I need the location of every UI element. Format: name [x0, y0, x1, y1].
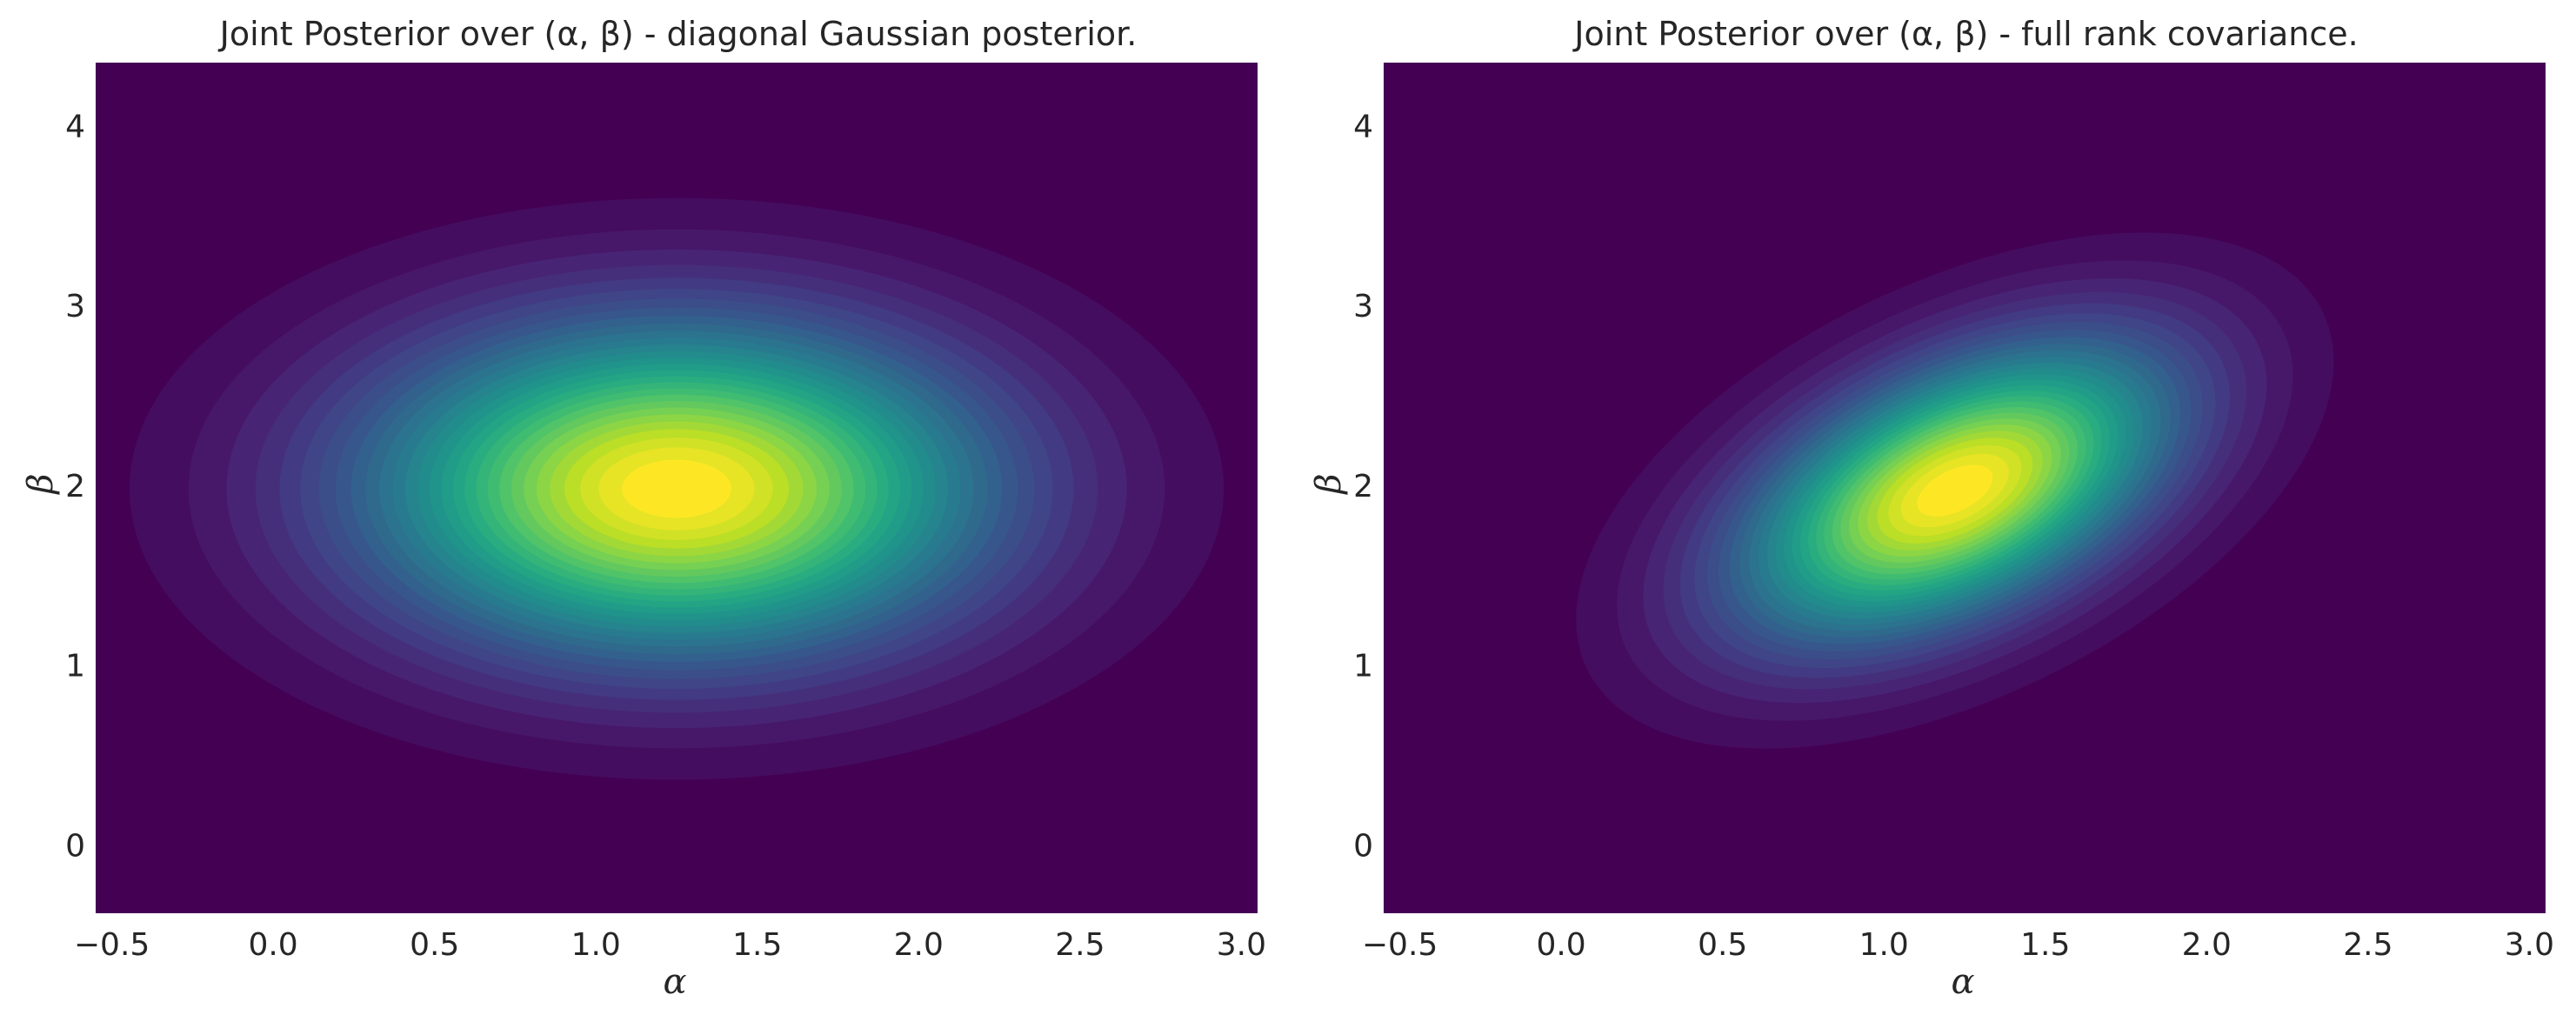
- x-tick-label: 2.0: [2182, 927, 2232, 963]
- x-tick-label: 1.5: [732, 927, 782, 963]
- chart-right-x-ticks: −0.5 0.0 0.5 1.0 1.5 2.0 2.5 3.0: [1362, 927, 2554, 963]
- y-tick-label: 3: [1353, 289, 1373, 324]
- x-tick-label: 2.0: [894, 927, 944, 963]
- x-tick-label: 1.0: [1859, 927, 1909, 963]
- x-tick-label: 2.5: [1055, 927, 1104, 963]
- x-tick-label: 3.0: [1217, 927, 1266, 963]
- x-tick-label: 0.5: [410, 927, 459, 963]
- chart-right: Joint Posterior over (α, β) - full rank …: [1288, 0, 2576, 1015]
- y-tick-label: 3: [65, 289, 85, 324]
- x-tick-label: −0.5: [74, 927, 150, 963]
- chart-left: Joint Posterior over (α, β) - diagonal G…: [21, 15, 1266, 1002]
- chart-right-svg: Joint Posterior over (α, β) - full rank …: [1309, 15, 2554, 1002]
- x-tick-label: 0.0: [248, 927, 297, 963]
- chart-left-plot-area: [96, 63, 1258, 913]
- y-tick-label: 0: [65, 828, 85, 864]
- y-tick-label: 2: [1353, 469, 1373, 504]
- y-tick-label: 0: [1353, 828, 1373, 864]
- chart-right-y-axis-label: β: [1309, 473, 1349, 495]
- chart-right-plot-area: [1384, 63, 2546, 913]
- x-tick-label: 3.0: [2505, 927, 2554, 963]
- chart-left-x-axis-label: α: [663, 962, 686, 1002]
- chart-left-x-ticks: −0.5 0.0 0.5 1.0 1.5 2.0 2.5 3.0: [74, 927, 1266, 963]
- chart-right-x-axis-label: α: [1951, 962, 1974, 1002]
- chart-left-title: Joint Posterior over (α, β) - diagonal G…: [218, 15, 1138, 53]
- chart-left-svg: Joint Posterior over (α, β) - diagonal G…: [21, 15, 1266, 1002]
- x-tick-label: 0.5: [1698, 927, 1747, 963]
- x-tick-label: 0.0: [1536, 927, 1585, 963]
- contour-level-29: [622, 459, 731, 518]
- x-tick-label: 2.5: [2343, 927, 2392, 963]
- y-tick-label: 1: [1353, 649, 1373, 684]
- chart-right-title: Joint Posterior over (α, β) - full rank …: [1572, 15, 2358, 53]
- chart-left-y-axis-label: β: [21, 473, 61, 495]
- x-tick-label: 1.0: [571, 927, 621, 963]
- y-tick-label: 4: [65, 109, 85, 144]
- y-tick-label: 2: [65, 469, 85, 504]
- x-tick-label: −0.5: [1362, 927, 1438, 963]
- x-tick-label: 1.5: [2020, 927, 2070, 963]
- y-tick-label: 1: [65, 649, 85, 684]
- y-tick-label: 4: [1353, 109, 1373, 144]
- contour-level-29: [1917, 464, 1993, 517]
- chart-right-y-ticks: 0 1 2 3 4: [1353, 109, 1373, 864]
- chart-left-y-ticks: 0 1 2 3 4: [65, 109, 85, 864]
